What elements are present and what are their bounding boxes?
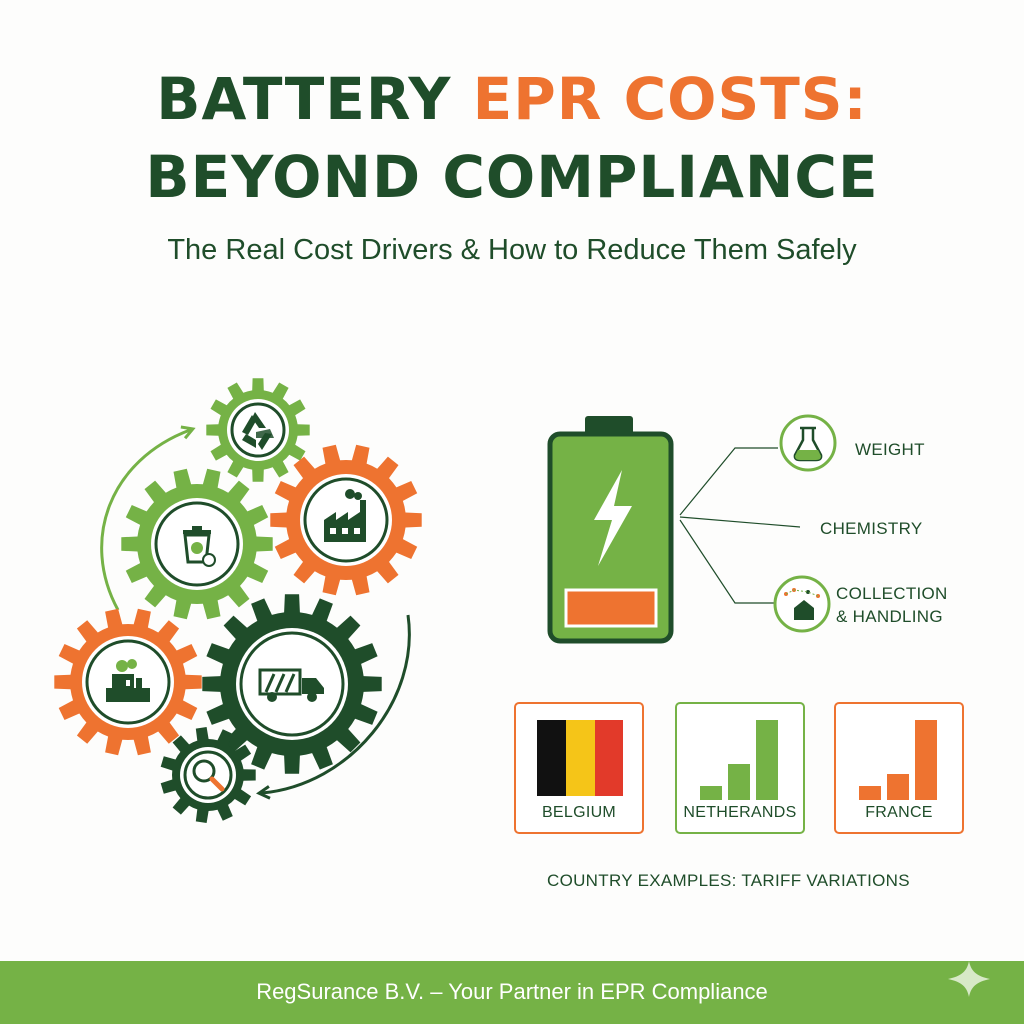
battery-charge-bar xyxy=(564,588,658,628)
gear-recycle xyxy=(206,378,310,482)
recycling-bin-icon xyxy=(183,526,216,567)
gear-hub-ring xyxy=(154,501,240,587)
driver-collection-label: COLLECTION & HANDLING xyxy=(836,582,948,628)
cycle-arrow-right xyxy=(256,614,411,800)
battery-icon xyxy=(547,416,674,644)
france-bar-2 xyxy=(887,774,909,800)
netherlands-bar-3 xyxy=(756,720,778,800)
footer-banner: RegSurance B.V. – Your Partner in EPR Co… xyxy=(0,961,1024,1024)
belgium-flag-icon xyxy=(537,720,623,796)
sparkle-icon xyxy=(948,961,990,997)
netherlands-bar-2 xyxy=(728,764,750,800)
gear-hub-ring xyxy=(303,477,389,563)
country-card-netherlands: NETHERANDS xyxy=(675,702,805,834)
subtitle: The Real Cost Drivers & How to Reduce Th… xyxy=(167,234,857,266)
driver-chemistry-label: CHEMISTRY xyxy=(820,519,923,538)
driver-collection-line1: COLLECTION xyxy=(836,584,948,603)
gear-hub-ring xyxy=(85,639,171,725)
france-bar-1 xyxy=(859,786,881,800)
country-examples-caption: COUNTRY EXAMPLES: TARIFF VARIATIONS xyxy=(547,871,910,890)
title-line-1: BATTERY EPR COSTS: xyxy=(0,70,1024,128)
title-line-2: BEYOND COMPLIANCE xyxy=(145,143,879,211)
gear-hub-ring xyxy=(239,631,345,737)
gears-illustration xyxy=(54,378,422,823)
country-name-belgium: BELGIUM xyxy=(541,804,617,821)
cycle-arrow-left xyxy=(100,425,196,611)
gear-hub xyxy=(227,399,289,461)
magnifier-icon xyxy=(192,759,225,792)
industrial-plant-icon xyxy=(106,659,150,702)
lightning-bolt-icon xyxy=(594,470,632,566)
france-bar-3 xyxy=(915,720,937,800)
driver-weight-label: WEIGHT xyxy=(855,440,925,459)
country-name-netherlands: NETHERANDS xyxy=(683,804,797,821)
footer-text: RegSurance B.V. – Your Partner in EPR Co… xyxy=(256,979,768,1004)
netherlands-bar-1 xyxy=(700,786,722,800)
house-network-icon xyxy=(773,575,831,633)
gear-hub-ring xyxy=(183,750,233,800)
battery-diagram xyxy=(547,414,837,644)
france-tariff-bars xyxy=(859,720,937,800)
country-card-france: FRANCE xyxy=(834,702,964,834)
recycle-icon xyxy=(242,412,274,450)
title-epr-costs: EPR COSTS: xyxy=(472,65,868,133)
country-name-france: FRANCE xyxy=(865,804,933,821)
gear-hub-ring xyxy=(230,402,286,458)
country-card-belgium: BELGIUM xyxy=(514,702,644,834)
factory-icon xyxy=(324,489,366,542)
gear-hub xyxy=(180,747,236,803)
driver-collection-line2: & HANDLING xyxy=(836,607,943,626)
truck-icon xyxy=(258,668,324,702)
flask-icon xyxy=(779,414,837,472)
title-battery-word: BATTERY xyxy=(156,65,473,133)
netherlands-tariff-bars xyxy=(700,720,778,800)
